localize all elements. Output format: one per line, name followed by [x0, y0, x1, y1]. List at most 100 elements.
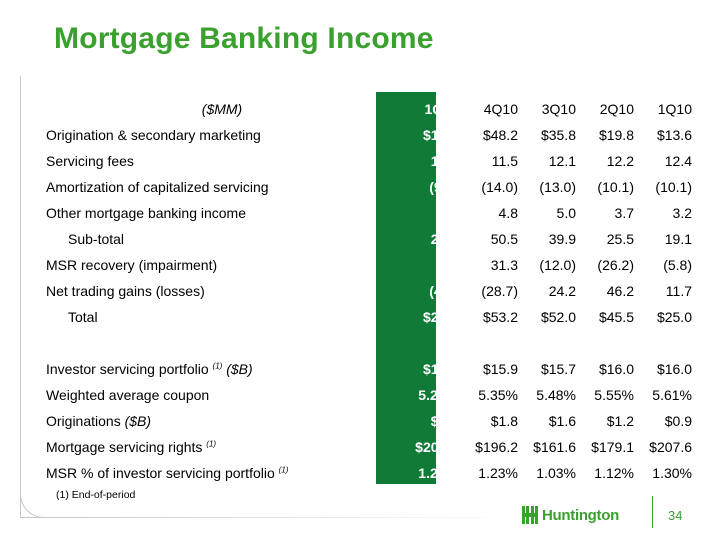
highlight-column-band: [376, 92, 436, 484]
cell-3q10: 39.9: [548, 231, 576, 247]
cell-1q10: $0.9: [664, 413, 692, 429]
cell-2q10: (26.2): [597, 257, 634, 273]
cell-1q10: 11.7: [665, 283, 692, 299]
cell-1q11: (4.3): [429, 283, 458, 299]
table-row: MSR % of investor servicing portfolio (1…: [46, 460, 692, 486]
cell-1q11: $16.5: [422, 361, 458, 377]
header-4q10: 4Q10: [483, 101, 518, 117]
cell-1q10: $13.6: [656, 127, 692, 143]
cell-1q10: 3.2: [672, 205, 692, 221]
cell-4q10: 50.5: [490, 231, 518, 247]
cell-4q10: (14.0): [481, 179, 518, 195]
cell-1q11: 5.27%: [418, 387, 458, 403]
footnote-marker: (1): [206, 439, 217, 449]
cell-1q10: $25.0: [656, 309, 692, 325]
cell-2q10: $1.2: [606, 413, 634, 429]
table-row: Originations ($B) $0.9 $1.8 $1.6 $1.2 $0…: [46, 408, 692, 434]
huntington-logo-icon: [522, 506, 538, 524]
cell-4q10: 5.35%: [478, 387, 518, 403]
row-label: Mortgage servicing rights (1): [46, 434, 398, 460]
huntington-logo: Huntington: [522, 506, 619, 524]
cell-3q10: 24.2: [548, 283, 576, 299]
cell-1q11: $22.7: [422, 309, 458, 325]
cell-2q10: (10.1): [597, 179, 634, 195]
row-label: Sub-total: [68, 231, 125, 247]
cell-1q10: (10.1): [655, 179, 692, 195]
header-1q11: 1Q11: [424, 101, 458, 117]
table-row: Other mortgage banking income 3.8 4.8 5.…: [46, 200, 692, 226]
cell-1q10: 1.30%: [652, 465, 692, 481]
cell-1q11: $0.9: [430, 413, 458, 429]
cell-2q10: 5.55%: [594, 387, 634, 403]
table-row-total: Total $22.7 $53.2 $52.0 $45.5 $25.0: [46, 304, 692, 330]
cell-1q10: 19.1: [664, 231, 692, 247]
row-label: Total: [68, 309, 98, 325]
cell-1q11: 12.5: [430, 153, 458, 169]
cell-3q10: (12.0): [539, 257, 576, 273]
cell-4q10: 4.8: [498, 205, 518, 221]
row-label: Originations ($B): [46, 408, 398, 434]
footer-divider: [652, 496, 653, 528]
header-units: ($MM): [201, 101, 243, 117]
row-label-text: MSR % of investor servicing portfolio: [46, 465, 275, 481]
row-label: MSR % of investor servicing portfolio (1…: [46, 460, 398, 486]
footnote: (1) End-of-period: [56, 489, 136, 501]
cell-2q10: 1.12%: [594, 465, 634, 481]
cell-1q11: $202.6: [415, 439, 458, 455]
cell-2q10: 46.2: [606, 283, 634, 299]
row-label: Net trading gains (losses): [46, 283, 205, 299]
row-label: MSR recovery (impairment): [46, 257, 218, 273]
row-label: Other mortgage banking income: [46, 205, 246, 221]
cell-1q11: 26.2: [430, 231, 458, 247]
row-label-text: Investor servicing portfolio: [46, 361, 209, 377]
cell-3q10: (13.0): [539, 179, 576, 195]
cell-2q10: $19.8: [598, 127, 634, 143]
cell-3q10: 12.1: [548, 153, 576, 169]
cell-2q10: $16.0: [598, 361, 634, 377]
row-label-text: Originations: [46, 413, 121, 429]
cell-1q11: 3.8: [438, 205, 458, 221]
table-row: Net trading gains (losses) (4.3) (28.7) …: [46, 278, 692, 304]
row-label: Investor servicing portfolio (1) ($B): [46, 356, 398, 382]
cell-1q10: $16.0: [656, 361, 692, 377]
cell-1q10: $207.6: [649, 439, 692, 455]
cell-3q10: $161.6: [533, 439, 576, 455]
cell-2q10: $45.5: [598, 309, 634, 325]
logo-wordmark: Huntington: [542, 506, 619, 524]
frame-left-rule: [20, 76, 21, 518]
cell-4q10: $1.8: [490, 413, 518, 429]
cell-3q10: 1.03%: [536, 465, 576, 481]
frame-bottom-rule: [20, 517, 520, 518]
cell-3q10: $15.7: [540, 361, 576, 377]
table-row: Origination & secondary marketing $19.8 …: [46, 122, 692, 148]
row-label: Servicing fees: [46, 153, 134, 169]
row-label-text: Mortgage servicing rights: [46, 439, 203, 455]
cell-1q11: (9.9): [429, 179, 458, 195]
cell-3q10: 5.48%: [536, 387, 576, 403]
frame-corner: [20, 493, 45, 518]
cell-2q10: 12.2: [606, 153, 634, 169]
cell-1q11: 1.23%: [418, 465, 458, 481]
table-row: Amortization of capitalized servicing (9…: [46, 174, 692, 200]
cell-3q10: $52.0: [540, 309, 576, 325]
cell-4q10: $53.2: [482, 309, 518, 325]
cell-1q10: 12.4: [664, 153, 692, 169]
cell-1q11: 0.8: [438, 257, 458, 273]
table-row: MSR recovery (impairment) 0.8 31.3 (12.0…: [46, 252, 692, 278]
row-label-units: ($B): [124, 413, 152, 429]
table-row: Servicing fees 12.5 11.5 12.1 12.2 12.4: [46, 148, 692, 174]
cell-4q10: 31.3: [490, 257, 518, 273]
page-number: 34: [668, 508, 683, 523]
header-2q10: 2Q10: [599, 101, 634, 117]
footnote-marker: (1): [278, 465, 289, 475]
footnote-marker: (1): [212, 361, 223, 371]
row-label: Weighted average coupon: [46, 387, 210, 403]
table-row-subtotal: Sub-total 26.2 50.5 39.9 25.5 19.1: [46, 226, 692, 252]
header-1q10: 1Q10: [657, 101, 692, 117]
cell-3q10: 5.0: [556, 205, 576, 221]
mortgage-table: ($MM) 1Q11 4Q10 3Q10 2Q10 1Q10 Originati…: [46, 96, 692, 486]
row-label: Amortization of capitalized servicing: [46, 179, 269, 195]
cell-4q10: $15.9: [482, 361, 518, 377]
cell-4q10: 11.5: [491, 153, 518, 169]
cell-1q11: $19.8: [422, 127, 458, 143]
